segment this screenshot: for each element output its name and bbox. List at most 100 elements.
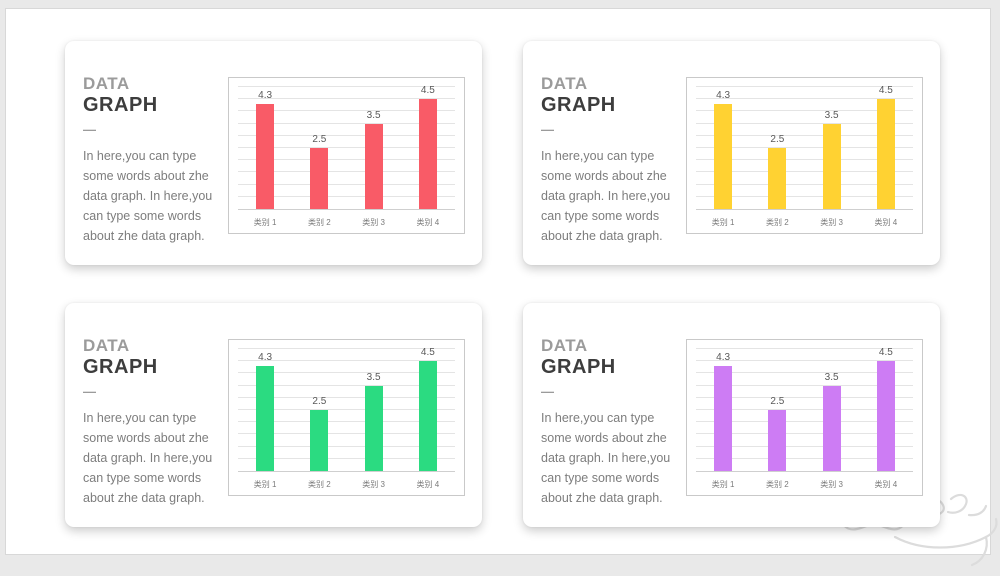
gridline [696,171,913,173]
bar [418,361,437,471]
chart-plot-area: 4.3 2.5 3.5 4.5 [696,347,913,472]
card-title-line2: GRAPH [541,356,616,378]
bar [364,385,383,471]
card-text-block: DATA GRAPH — In here,you can type some w… [83,74,229,246]
chart-column: 2.5 [292,349,346,471]
gridline [238,384,455,386]
x-axis-category-label: 类别 1 [711,479,735,489]
chart-column: 3.5 [805,87,859,209]
title-divider-dash: — [541,122,554,137]
gridline [696,409,913,410]
bar [310,410,329,471]
gridline [238,122,455,124]
gridline [696,396,913,398]
chart-plot-area: 4.3 2.5 3.5 4.5 [238,85,455,210]
chart-columns: 4.3 2.5 3.5 4.5 [696,85,913,209]
gridline [696,122,913,124]
gridline [238,396,455,398]
gridline [696,195,913,197]
chart-column: 4.3 [238,349,292,471]
x-axis-category-label: 类别 1 [253,479,277,489]
gridline [696,147,913,148]
bar [418,99,437,209]
bar [256,104,275,209]
data-graph-card: DATA GRAPH — In here,you can type some w… [65,303,482,527]
bar [768,148,787,209]
x-axis-category-label: 类别 4 [416,479,440,489]
gridline [238,147,455,148]
gridline [238,421,455,423]
title-divider-dash: — [83,122,96,137]
gridline [238,134,455,136]
bar-chart: 4.3 2.5 3.5 4.5 类别 1 类别 2 类别 3 类别 4 [228,77,465,234]
data-graph-card: DATA GRAPH — In here,you can type some w… [65,41,482,265]
card-title-line1: DATA [83,74,130,93]
gridline [696,183,913,185]
gridline [238,360,455,362]
gridline [238,98,455,100]
gridline [696,98,913,100]
chart-column: 4.3 [696,349,750,471]
gridline [696,86,913,87]
bar-value-label: 4.3 [716,90,731,102]
data-graph-card: DATA GRAPH — In here,you can type some w… [523,303,940,527]
slide: DATA GRAPH — In here,you can type some w… [5,8,998,567]
x-axis-category-label: 类别 2 [308,479,331,489]
gridline [696,457,913,459]
x-axis-category-label: 类别 4 [874,217,898,227]
gridline [238,86,455,87]
bar-value-label: 3.5 [366,371,381,383]
bar-value-label: 2.5 [770,134,785,145]
chart-column: 4.3 [238,87,292,209]
gridline [696,445,913,447]
gridline [238,433,455,435]
bar [364,123,383,209]
gridline [238,110,455,112]
chart-column: 3.5 [805,349,859,471]
bar [256,366,275,471]
x-axis-category-label: 类别 2 [308,217,331,227]
title-divider-dash: — [83,384,96,399]
chart-x-axis-labels: 类别 1 类别 2 类别 3 类别 4 [238,473,455,495]
bar-value-label: 3.5 [824,371,839,383]
x-axis-category-label: 类别 3 [820,217,843,227]
bar-value-label: 4.3 [258,352,273,364]
card-description: In here,you can type some words about zh… [541,149,671,243]
chart-column: 4.3 [696,87,750,209]
gridline [238,183,455,185]
card-title-line2: GRAPH [83,356,158,378]
card-title-line2: GRAPH [541,94,616,116]
bar-value-label: 4.5 [878,347,893,359]
bar-value-label: 3.5 [366,109,381,121]
x-axis-category-label: 类别 4 [874,479,898,489]
gridline [696,421,913,423]
bar-value-label: 4.3 [716,352,731,364]
gridline [238,457,455,459]
card-description: In here,you can type some words about zh… [541,411,671,505]
chart-column: 2.5 [292,87,346,209]
chart-columns: 4.3 2.5 3.5 4.5 [238,347,455,471]
x-axis-category-label: 类别 3 [362,217,385,227]
card-description: In here,you can type some words about zh… [83,411,213,505]
bar-chart: 4.3 2.5 3.5 4.5 类别 1 类别 2 类别 3 类别 4 [686,339,923,496]
card-description: In here,you can type some words about zh… [83,149,213,243]
bar [876,361,895,471]
gridline [238,372,455,374]
gridline [238,159,455,161]
chart-columns: 4.3 2.5 3.5 4.5 [238,85,455,209]
x-axis-category-label: 类别 2 [766,479,789,489]
card-title-line1: DATA [541,74,588,93]
card-title-line1: DATA [541,336,588,355]
chart-column: 2.5 [750,87,804,209]
gridline [238,409,455,410]
card-text-block: DATA GRAPH — In here,you can type some w… [83,336,229,508]
card-text-block: DATA GRAPH — In here,you can type some w… [541,336,687,508]
card-text-block: DATA GRAPH — In here,you can type some w… [541,74,687,246]
bar-value-label: 2.5 [770,396,785,407]
chart-column: 4.5 [859,85,913,209]
gridline [238,195,455,197]
card-title-line1: DATA [83,336,130,355]
bar-value-label: 4.5 [878,85,893,97]
gridline [696,372,913,374]
bar [310,148,329,209]
